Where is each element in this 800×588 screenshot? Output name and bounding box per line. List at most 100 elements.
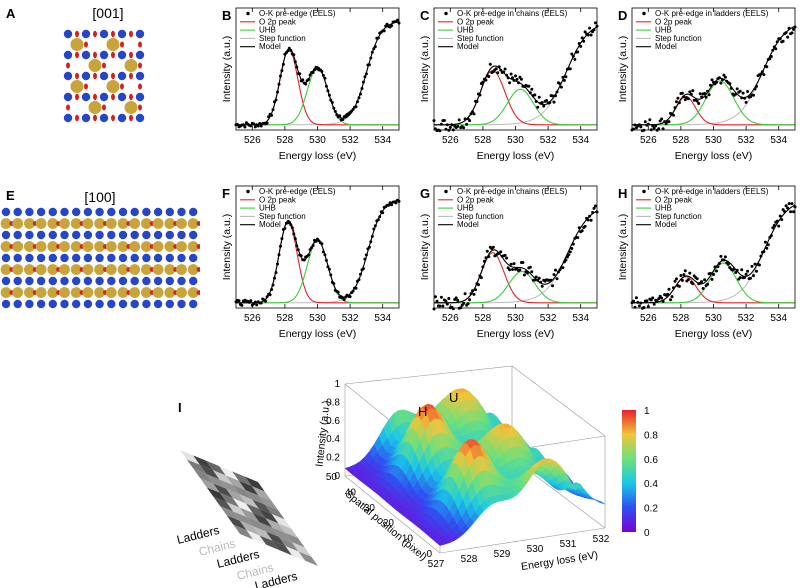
eels-data-point [750,264,754,268]
map-pixel [258,508,279,524]
atom-red [75,114,79,122]
eels-data-point [648,118,652,122]
eels-data-point [740,268,744,272]
eels-data-point [534,275,538,279]
eels-data-point [789,210,793,214]
x-tick-label: 526 [442,313,459,324]
eels-data-point [270,113,274,117]
eels-data-point [759,254,763,258]
atom-blue [177,299,186,309]
atom-gold [164,287,176,298]
legend-entry: Step function [457,34,504,43]
eels-data-point [565,255,569,259]
legend-entry: O 2p peak [655,17,693,26]
model-curve [434,26,598,126]
eels-data-point [320,70,324,73]
x-tick-label: 532 [593,534,610,545]
eels-data-point [276,262,279,266]
map-pixel [233,511,253,526]
map-pixel [219,492,240,508]
x-tick-label: 531 [560,539,577,550]
eels-data-point [589,33,593,37]
atom-blue [99,71,109,81]
box-edge [511,365,606,437]
legend-entry: Model [655,220,677,229]
atom-blue [36,299,46,309]
eels-data-point [276,90,279,94]
y-tick-label: 50 [326,472,338,483]
atom-red [84,41,88,48]
atom-blue [1,299,11,309]
x-tick-label: 530 [309,135,326,146]
legend-entry: O-K pre-edge in ladders (EELS) [655,187,769,196]
eels-data-point [743,96,747,100]
atom-gold [12,218,24,229]
eels-data-point [296,248,300,252]
x-axis-label: Energy loss (eV) [279,150,357,162]
eels-data-point [454,296,458,300]
eels-data-point [660,117,664,121]
eels-data-point [505,73,509,77]
atom-blue [118,299,128,309]
atom-blue [63,29,73,39]
eels-data-point [329,273,333,277]
atom-red [111,72,115,80]
map-pixel [252,526,273,541]
legend-entry: Step function [259,212,306,221]
eels-data-point [364,72,368,76]
eels-data-point [695,277,699,281]
eels-data-point [579,44,583,48]
eels-data-point [342,298,346,302]
eels-data-point [258,122,262,125]
eels-data-point [561,75,565,79]
eels-data-point [555,90,559,94]
eels-data-point [689,92,693,96]
legend-entry: O 2p peak [457,195,495,204]
atom-gold [164,241,176,252]
map-pixel [232,471,252,486]
eels-data-point [710,78,714,82]
eels-data-point [633,123,637,127]
eels-data-point [485,249,489,253]
map-pixel [246,530,266,545]
eels-data-point [456,124,460,128]
x-tick-label: 530 [527,544,544,555]
eels-data-point [768,57,772,61]
eels-data-point [703,92,707,95]
crystal-001-figure: A [001] [6,5,145,123]
eels-data-point [664,122,668,126]
atom-blue [107,299,116,309]
eels-data-point [442,119,446,122]
eels-data-point [542,104,546,108]
atom-blue [95,230,104,240]
eels-data-point [778,37,782,41]
eels-data-point [591,211,595,214]
eels-data-point [301,78,305,82]
eels-data-point [772,223,776,227]
eels-data-point [259,124,263,128]
eels-data-point [314,239,318,243]
legend-marker [444,11,448,16]
atom-gold [176,287,187,298]
legend-entry: O-K pre-edge in ladders (EELS) [655,9,769,18]
eels-data-point [390,24,394,28]
x-tick-label: 528 [461,554,478,565]
eels-data-point [749,276,752,280]
eels-data-point [311,71,315,74]
eels-data-point [506,76,510,80]
eels-data-point [753,262,757,266]
atom-blue [107,276,116,286]
eels-data-point [775,219,779,223]
legend-entry: O 2p peak [655,195,693,204]
legend-entry: Model [259,220,281,229]
atom-blue [25,230,34,240]
eels-data-point [726,262,730,266]
uhb-curve [632,262,795,304]
eels-data-point [522,273,526,277]
atom-blue [189,253,198,263]
eels-data-point [654,124,658,128]
eels-data-point [787,202,791,206]
atom-blue [95,207,104,217]
panel-label: H [618,186,627,201]
atom-red [129,93,133,101]
